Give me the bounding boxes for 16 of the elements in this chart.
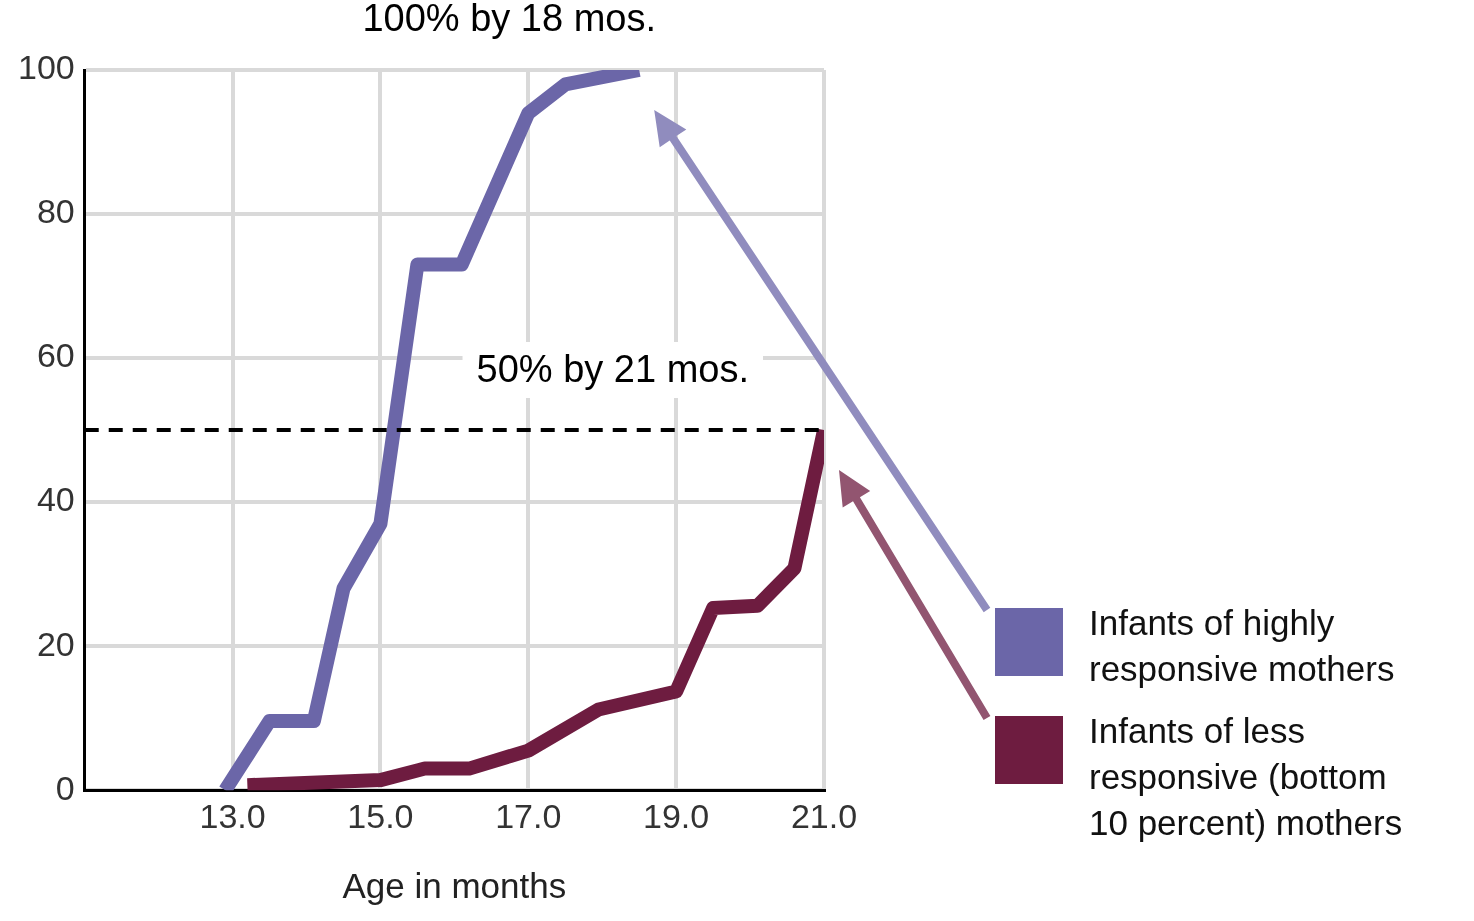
y-tick-label: 100 — [17, 48, 75, 87]
y-tick-label: 0 — [55, 768, 75, 807]
legend-label: Infants of highly responsive mothers — [1089, 602, 1396, 690]
x-axis-title: Age in months — [342, 865, 567, 905]
x-tick-label: 21.0 — [790, 796, 858, 835]
x-tick-label: 15.0 — [347, 796, 414, 835]
annotation: 100% by 18 mos. — [362, 0, 656, 40]
x-tick-label: 13.0 — [199, 796, 266, 835]
x-tick-label: 19.0 — [643, 796, 710, 835]
annotation: 50% by 21 mos. — [476, 347, 749, 390]
x-tick-label: 17.0 — [495, 796, 562, 835]
y-tick-label: 80 — [36, 192, 75, 231]
y-tick-label: 60 — [36, 336, 75, 375]
y-tick-label: 20 — [36, 624, 75, 663]
y-tick-label: 40 — [36, 480, 75, 519]
legend-label: Infants of less responsive (bottom 10 percent) mothers — [1089, 710, 1404, 844]
